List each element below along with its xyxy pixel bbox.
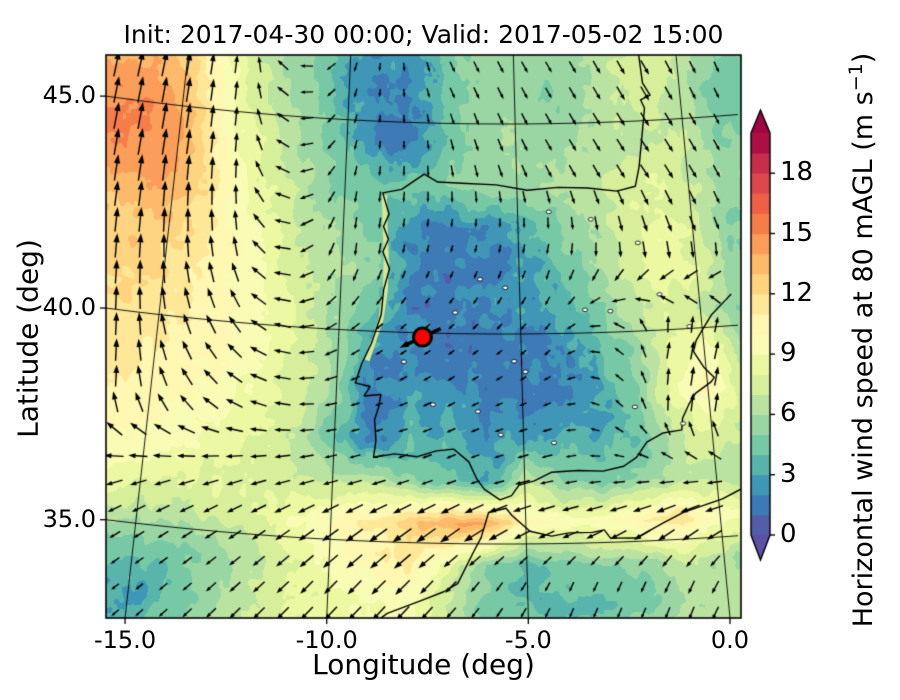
colorbar-tick-label-18: 18 bbox=[780, 157, 814, 188]
colorbar-tick-label-12: 12 bbox=[780, 277, 814, 308]
colorbar-tick-label-9: 9 bbox=[780, 338, 797, 369]
colorbar-tick-label-0: 0 bbox=[780, 519, 797, 549]
colorbar-title: Horizontal wind speed at 80 mAGL (m s−1) bbox=[845, 52, 879, 628]
plot-title: Init: 2017-04-30 00:00; Valid: 2017-05-0… bbox=[123, 20, 724, 49]
colorbar-tick-label-15: 15 bbox=[780, 217, 814, 248]
x-tick-label--10.0: -10.0 bbox=[295, 626, 358, 654]
x-tick-label--15.0: -15.0 bbox=[93, 626, 157, 654]
colorbar-tick-label-3: 3 bbox=[780, 458, 797, 489]
y-axis-label: Latitude (deg) bbox=[11, 239, 45, 438]
x-tick-label-0.0: 0.0 bbox=[710, 626, 750, 654]
y-tick-label-35.0: 35.0 bbox=[42, 504, 96, 533]
colorbar-tick-label-6: 6 bbox=[780, 398, 797, 429]
y-tick-label-45.0: 45.0 bbox=[42, 81, 96, 110]
y-tick-label-40.0: 40.0 bbox=[42, 293, 96, 322]
x-tick-label--5.0: -5.0 bbox=[504, 626, 552, 654]
x-axis-label: Longitude (deg) bbox=[312, 648, 535, 681]
